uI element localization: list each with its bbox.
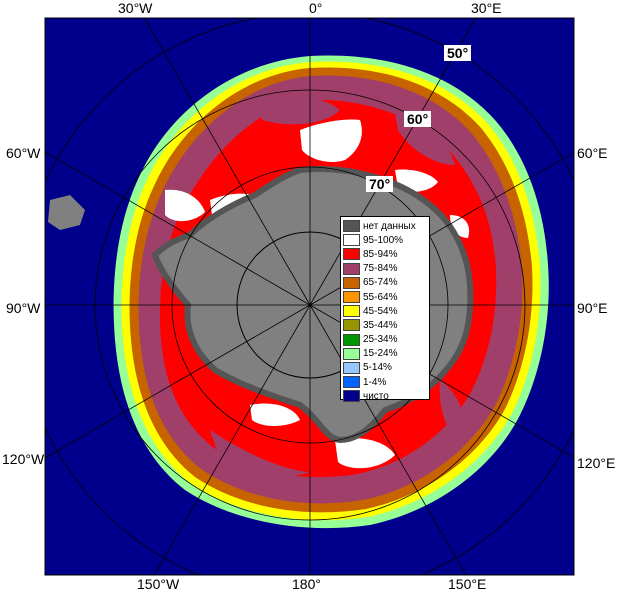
legend: нет данных 95-100% 85-94% 75-84% 65-74% … — [340, 216, 430, 403]
legend-label: 45-54% — [363, 305, 398, 317]
legend-label: 55-64% — [363, 291, 398, 303]
legend-label: 15-24% — [363, 348, 398, 360]
legend-label: 85-94% — [363, 248, 398, 260]
legend-item: 25-34% — [343, 333, 429, 347]
no-data-ring — [151, 166, 474, 444]
lon-label-bottom: 180° — [292, 576, 321, 592]
legend-item: 95-100% — [343, 233, 429, 247]
legend-label: 1-4% — [363, 376, 387, 388]
legend-swatch — [343, 390, 360, 403]
legend-item: чисто — [343, 389, 429, 403]
lon-label-left: 60°W — [6, 145, 41, 161]
lat-label: 70° — [366, 176, 394, 192]
ice-patch-95-100 — [450, 215, 470, 238]
lat-label: 50° — [444, 45, 472, 61]
legend-item: 65-74% — [343, 276, 429, 290]
legend-label: 65-74% — [363, 277, 398, 289]
lon-label-right: 120°E — [577, 455, 616, 471]
lon-label-bottom: 150°E — [448, 576, 487, 592]
ice-patch-95-100 — [300, 119, 362, 162]
legend-item: 35-44% — [343, 318, 429, 332]
legend-label: 75-84% — [363, 263, 398, 275]
lon-label-top: 30°W — [118, 0, 153, 16]
legend-item: 55-64% — [343, 290, 429, 304]
legend-label: 35-44% — [363, 319, 398, 331]
lon-label-bottom: 150°W — [137, 576, 180, 592]
ice-patch-75-84 — [439, 380, 464, 440]
legend-swatch — [343, 347, 360, 360]
legend-label: 5-14% — [363, 362, 392, 374]
legend-label: чисто — [363, 390, 389, 402]
legend-item: 45-54% — [343, 304, 429, 318]
south-america-land — [48, 195, 85, 230]
legend-swatch — [343, 376, 360, 389]
legend-swatch — [343, 220, 360, 233]
legend-item: 15-24% — [343, 347, 429, 361]
lon-label-top: 0° — [309, 0, 323, 16]
lat-label: 60° — [404, 111, 432, 127]
legend-item: 1-4% — [343, 375, 429, 389]
ice-patch-75-84 — [210, 430, 310, 477]
legend-swatch — [343, 361, 360, 374]
ice-patch-95-100 — [335, 438, 395, 469]
legend-label: нет данных — [363, 220, 416, 232]
legend-swatch — [343, 234, 360, 247]
lon-label-left: 120°W — [2, 451, 45, 467]
legend-swatch — [343, 262, 360, 275]
lon-label-left: 90°W — [6, 300, 41, 316]
ice-patch-95-100 — [250, 403, 300, 426]
legend-label: 95-100% — [363, 234, 404, 246]
lon-label-right: 90°E — [577, 300, 608, 316]
legend-swatch — [343, 305, 360, 318]
lon-label-top: 30°E — [471, 0, 502, 16]
ice-patch-75-84 — [260, 95, 340, 125]
legend-item: нет данных — [343, 219, 429, 233]
legend-swatch — [343, 291, 360, 304]
legend-swatch — [343, 333, 360, 346]
lon-label-right: 60°E — [577, 145, 608, 161]
legend-swatch — [343, 248, 360, 261]
map-frame — [44, 17, 575, 576]
legend-swatch — [343, 319, 360, 332]
legend-swatch — [343, 276, 360, 289]
ice-patch-95-100 — [165, 189, 205, 222]
legend-label: 25-34% — [363, 334, 398, 346]
legend-item: 5-14% — [343, 361, 429, 375]
legend-item: 75-84% — [343, 262, 429, 276]
legend-item: 85-94% — [343, 247, 429, 261]
